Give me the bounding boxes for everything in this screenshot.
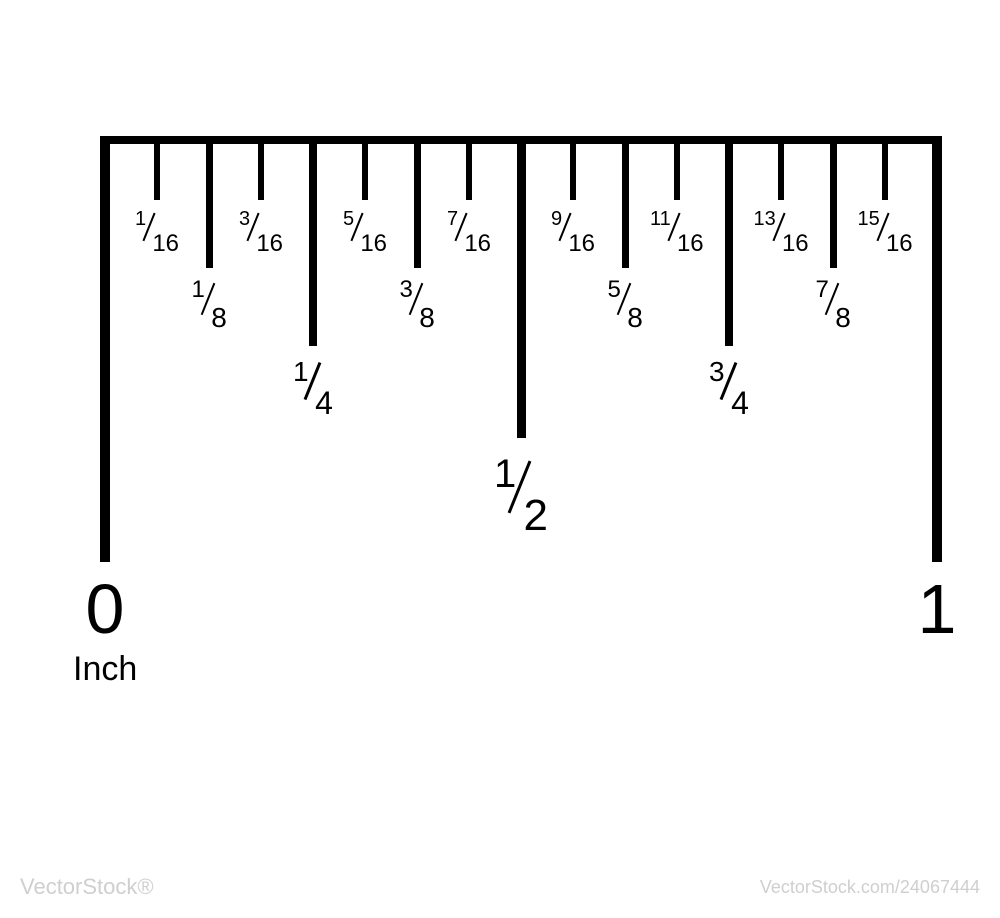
tick-1-4 — [309, 136, 317, 346]
fraction-label-7-16: 716 — [447, 212, 491, 246]
end-label-0: 0 — [86, 574, 125, 644]
tick-15-16 — [882, 136, 888, 200]
tick-7-8 — [830, 136, 837, 268]
tick-0 — [100, 136, 110, 562]
fraction-label-11-16: 1116 — [650, 212, 704, 246]
fraction-label-1-8: 18 — [192, 282, 227, 320]
fraction-label-1-2: 12 — [494, 460, 548, 520]
tick-3-16 — [258, 136, 264, 200]
unit-label: Inch — [73, 652, 137, 686]
fraction-label-9-16: 916 — [551, 212, 595, 246]
tick-1-8 — [206, 136, 213, 268]
fraction-label-15-16: 1516 — [858, 212, 913, 246]
tick-11-16 — [674, 136, 680, 200]
watermark-left: VectorStock® — [20, 874, 154, 900]
fraction-label-3-4: 34 — [709, 362, 749, 406]
fraction-label-1-4: 14 — [293, 362, 333, 406]
fraction-label-3-8: 38 — [400, 282, 435, 320]
tick-1-2 — [517, 136, 526, 438]
tick-5-16 — [362, 136, 368, 200]
tick-5-8 — [622, 136, 629, 268]
watermark-right: VectorStock.com/24067444 — [760, 877, 980, 898]
tick-1 — [932, 136, 942, 562]
tick-9-16 — [570, 136, 576, 200]
tick-13-16 — [778, 136, 784, 200]
fraction-label-5-8: 58 — [608, 282, 643, 320]
fraction-label-1-16: 116 — [135, 212, 179, 246]
fraction-label-5-16: 516 — [343, 212, 387, 246]
tick-3-4 — [725, 136, 733, 346]
tick-7-16 — [466, 136, 472, 200]
fraction-label-13-16: 1316 — [754, 212, 809, 246]
tick-3-8 — [414, 136, 421, 268]
end-label-1: 1 — [918, 574, 957, 644]
fraction-label-7-8: 78 — [816, 282, 851, 320]
tick-1-16 — [154, 136, 160, 200]
fraction-label-3-16: 316 — [239, 212, 283, 246]
